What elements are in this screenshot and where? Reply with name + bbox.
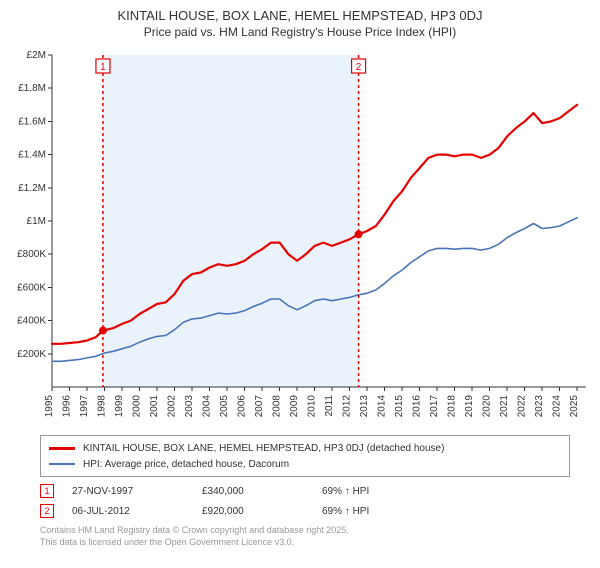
y-tick-label: £800K [17,249,46,260]
marker-price-1: £340,000 [202,486,322,497]
legend-label-subject: KINTAIL HOUSE, BOX LANE, HEMEL HEMPSTEAD… [83,443,444,454]
legend-label-hpi: HPI: Average price, detached house, Daco… [83,459,289,470]
attribution: Contains HM Land Registry data © Crown c… [40,525,570,548]
marker-rel-1: 69% ↑ HPI [322,486,422,497]
y-tick-label: £1.8M [18,83,46,94]
legend-swatch-subject [49,447,75,450]
y-tick-label: £1.4M [18,150,46,161]
marker-badge-1: 1 [40,484,54,498]
legend-swatch-hpi [49,463,75,465]
chart-area: £200K £400K £600K £800K £1M £1.2M £1.4M £1.6M £1… [0,45,600,433]
x-tick-label: 1997 [79,395,90,418]
marker-dot-2 [355,230,363,238]
legend-row-subject: KINTAIL HOUSE, BOX LANE, HEMEL HEMPSTEAD… [49,440,561,456]
x-tick-label: 2015 [394,395,405,418]
marker-price-2: £920,000 [202,506,322,517]
marker-row-1: 1 27-NOV-1997 £340,000 69% ↑ HPI [40,481,570,501]
x-tick-label: 2005 [219,395,230,418]
marker-dot-1 [99,327,107,335]
x-tick-label: 2013 [359,395,370,418]
y-tick-label: £1M [27,216,46,227]
chart-title: KINTAIL HOUSE, BOX LANE, HEMEL HEMPSTEAD… [0,8,600,23]
y-tick-label: £1.2M [18,183,46,194]
marker-rel-2: 69% ↑ HPI [322,506,422,517]
line-chart-svg: £200K £400K £600K £800K £1M £1.2M £1.4M £1.6M £1… [0,45,600,433]
x-tick-label: 2006 [237,395,248,418]
legend-row-hpi: HPI: Average price, detached house, Daco… [49,456,561,472]
x-tick-label: 2017 [429,395,440,418]
x-tick-label: 2009 [289,395,300,418]
x-tick-label: 2007 [254,395,265,418]
chart-subtitle: Price paid vs. HM Land Registry's House … [0,25,600,39]
x-tick-label: 2008 [272,395,283,418]
x-tick-label: 2003 [184,395,195,418]
x-tick-label: 2012 [342,395,353,418]
x-tick-label: 2010 [307,395,318,418]
highlight-band [103,55,359,387]
attribution-line-2: This data is licensed under the Open Gov… [40,537,570,549]
y-tick-label: £400K [17,316,46,327]
attribution-line-1: Contains HM Land Registry data © Crown c… [40,525,570,537]
x-tick-label: 1998 [97,395,108,418]
x-tick-label: 2016 [412,395,423,418]
x-tick-label: 1999 [114,395,125,418]
x-tick-label: 2024 [552,395,563,418]
x-tick-label: 1995 [44,395,55,418]
x-tick-label: 2018 [447,395,458,418]
marker-badge-text-2: 2 [356,62,362,73]
marker-row-2: 2 06-JUL-2012 £920,000 69% ↑ HPI [40,501,570,521]
marker-badge-text-1: 1 [100,62,106,73]
x-tick-label: 2004 [202,395,213,418]
x-tick-label: 2000 [132,395,143,418]
x-tick-label: 2022 [517,395,528,418]
x-tick-label: 2021 [499,395,510,418]
y-tick-label: £600K [17,282,46,293]
x-tick-label: 2002 [167,395,178,418]
marker-date-2: 06-JUL-2012 [72,506,202,517]
x-tick-label: 2020 [482,395,493,418]
x-tick-label: 2001 [149,395,160,418]
y-tick-label: £2M [27,50,46,61]
x-tick-label: 2025 [569,395,580,418]
x-tick-label: 2011 [324,395,335,417]
y-tick-label: £1.6M [18,116,46,127]
marker-date-1: 27-NOV-1997 [72,486,202,497]
x-tick-label: 2023 [534,395,545,418]
x-tick-label: 2014 [377,395,388,418]
x-tick-label: 2019 [464,395,475,418]
marker-badge-2: 2 [40,504,54,518]
y-tick-label: £200K [17,349,46,360]
x-tick-label: 1996 [62,395,73,418]
markers-table: 1 27-NOV-1997 £340,000 69% ↑ HPI 2 06-JU… [40,481,570,521]
legend: KINTAIL HOUSE, BOX LANE, HEMEL HEMPSTEAD… [40,435,570,477]
